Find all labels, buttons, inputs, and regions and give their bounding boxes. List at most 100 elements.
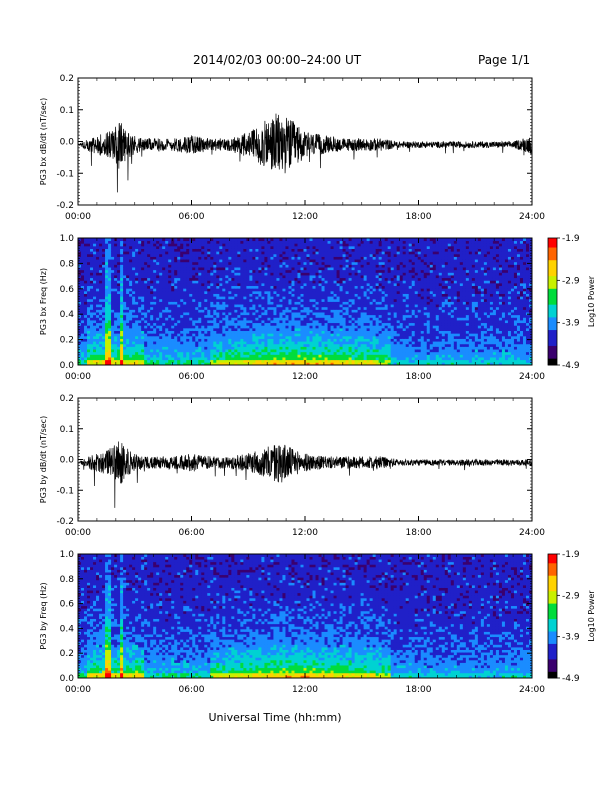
spectrogram-cell — [300, 275, 304, 279]
spectrogram-cell — [174, 256, 178, 260]
spectrogram-cell — [192, 309, 196, 313]
spectrogram-cell — [186, 253, 190, 257]
spectrogram-cell — [231, 245, 235, 249]
spectrogram-cell — [276, 349, 280, 353]
spectrogram-cell — [348, 238, 353, 242]
spectrogram-cell — [159, 349, 163, 353]
spectrogram-cell — [234, 354, 238, 358]
spectrogram-cell — [156, 264, 160, 268]
spectrogram-cell — [114, 267, 118, 271]
spectrogram-cell — [294, 280, 298, 284]
spectrogram-cell — [165, 269, 169, 273]
spectrogram-cell — [378, 333, 383, 337]
spectrogram-cell — [165, 301, 169, 305]
spectrogram-cell — [276, 314, 280, 318]
spectrogram-cell — [189, 248, 193, 252]
spectrogram-cell — [270, 338, 274, 342]
spectrogram-cell — [378, 306, 383, 310]
spectrogram-cell — [219, 312, 223, 316]
spectrogram-cell — [342, 343, 346, 347]
spectrogram-cell — [222, 293, 226, 297]
spectrogram-cell — [177, 272, 181, 276]
spectrogram-cell — [375, 325, 380, 329]
spectrogram-cell — [195, 245, 199, 249]
spectrogram-cell — [339, 338, 343, 342]
spectrogram-cell — [126, 240, 130, 244]
spectrogram-cell — [276, 293, 280, 297]
spectrogram-cell — [339, 282, 343, 287]
spectrogram-cell — [372, 322, 377, 326]
spectrogram-cell — [282, 264, 286, 268]
spectrogram-cell — [330, 351, 334, 355]
spectrogram-cell — [252, 325, 256, 329]
spectrogram-cell — [279, 341, 283, 345]
y-tick-label: -0.2 — [56, 201, 74, 211]
spectrogram-cell — [153, 269, 157, 273]
spectrogram-cell — [102, 248, 106, 252]
spectrogram-cell — [225, 357, 229, 361]
spectrogram-cell — [96, 327, 100, 332]
spectrogram-cell — [144, 290, 148, 294]
spectrogram-cell — [168, 259, 172, 263]
spectrogram-cell — [219, 248, 223, 252]
spectrogram-cell — [288, 264, 292, 268]
spectrogram-cell — [222, 264, 226, 268]
spectrogram-cell — [258, 304, 262, 308]
spectrogram-cell — [162, 269, 166, 273]
spectrogram-cell — [264, 322, 268, 326]
spectrogram-cell — [237, 288, 241, 292]
spectrogram-cell — [201, 275, 205, 279]
spectrogram-cell — [270, 290, 274, 294]
spectrogram-cell — [141, 338, 145, 342]
spectrogram-cell — [141, 277, 145, 281]
spectrogram-cell — [183, 264, 187, 268]
spectrogram-cell — [168, 296, 172, 300]
spectrogram-cell — [186, 346, 190, 350]
spectrogram-cell — [297, 362, 301, 366]
spectrogram-cell — [195, 317, 199, 321]
spectrogram-cell — [372, 277, 377, 281]
spectrogram-cell — [201, 277, 205, 281]
spectrogram-cell — [162, 325, 166, 329]
spectrogram-cell — [219, 238, 223, 242]
spectrogram-cell — [150, 333, 154, 337]
spectrogram-cell — [165, 272, 169, 276]
spectrogram-cell — [81, 267, 85, 271]
spectrogram-cell — [354, 349, 359, 353]
spectrogram-cell — [279, 362, 283, 366]
spectrogram-cell — [354, 312, 359, 316]
spectrogram-cell — [300, 349, 304, 353]
spectrogram-cell — [129, 306, 133, 310]
spectrogram-cell — [342, 275, 346, 279]
spectrogram-cell — [102, 325, 106, 329]
spectrogram-cell — [342, 320, 346, 324]
spectrogram-cell — [81, 357, 85, 361]
spectrogram-cell — [339, 362, 343, 366]
spectrogram-cell — [90, 264, 94, 268]
spectrogram-cell — [270, 362, 274, 366]
spectrogram-cell — [336, 314, 340, 318]
spectrogram-cell — [93, 359, 97, 363]
spectrogram-cell — [318, 293, 322, 297]
spectrogram-cell — [195, 359, 199, 363]
spectrogram-cell — [306, 330, 310, 334]
spectrogram-cell — [333, 343, 337, 347]
spectrogram-cell — [174, 325, 178, 329]
spectrogram-cell — [150, 243, 154, 247]
spectrogram-cell — [339, 264, 343, 268]
spectrogram-cell — [375, 296, 380, 300]
spectrogram-cell — [189, 362, 193, 366]
spectrogram-cell — [297, 277, 301, 281]
spectrogram-cell — [81, 325, 85, 329]
spectrogram-cell — [255, 259, 259, 263]
spectrogram-cell — [231, 362, 235, 366]
spectrogram-cell — [315, 330, 319, 334]
spectrogram-cell — [261, 351, 265, 355]
spectrogram-cell — [120, 333, 124, 337]
spectrogram-cell — [108, 267, 112, 271]
spectrogram-cell — [255, 298, 259, 302]
page-title: 2014/02/03 00:00–24:00 UT — [193, 53, 362, 67]
spectrogram-cell — [366, 338, 371, 342]
spectrogram-cell — [210, 312, 214, 316]
spectrogram-cell — [108, 296, 112, 300]
